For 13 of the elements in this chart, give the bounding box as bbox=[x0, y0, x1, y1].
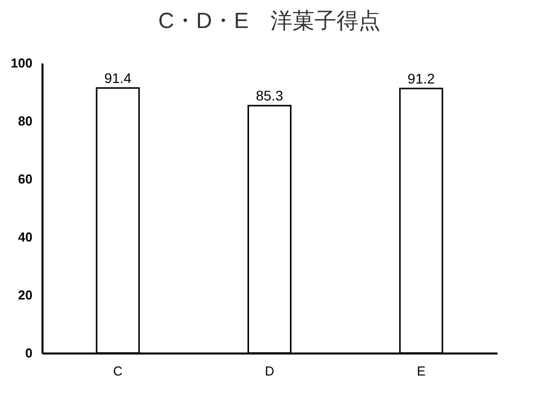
y-tick-label: 80 bbox=[18, 114, 32, 128]
y-tick-label: 100 bbox=[10, 56, 32, 70]
data-label: 91.4 bbox=[104, 70, 132, 86]
y-tick-label: 0 bbox=[25, 346, 32, 360]
y-tick-label: 20 bbox=[18, 288, 32, 302]
x-tick-label: D bbox=[264, 364, 274, 378]
x-tick-label: E bbox=[416, 364, 426, 378]
x-tick-label: C bbox=[113, 364, 123, 378]
data-label: 91.2 bbox=[408, 70, 436, 87]
y-tick-label: 40 bbox=[18, 230, 32, 244]
chart-title: C・D・E 洋菓子得点 bbox=[158, 8, 381, 33]
data-label: 85.3 bbox=[256, 88, 284, 104]
y-tick-label: 60 bbox=[18, 172, 32, 186]
